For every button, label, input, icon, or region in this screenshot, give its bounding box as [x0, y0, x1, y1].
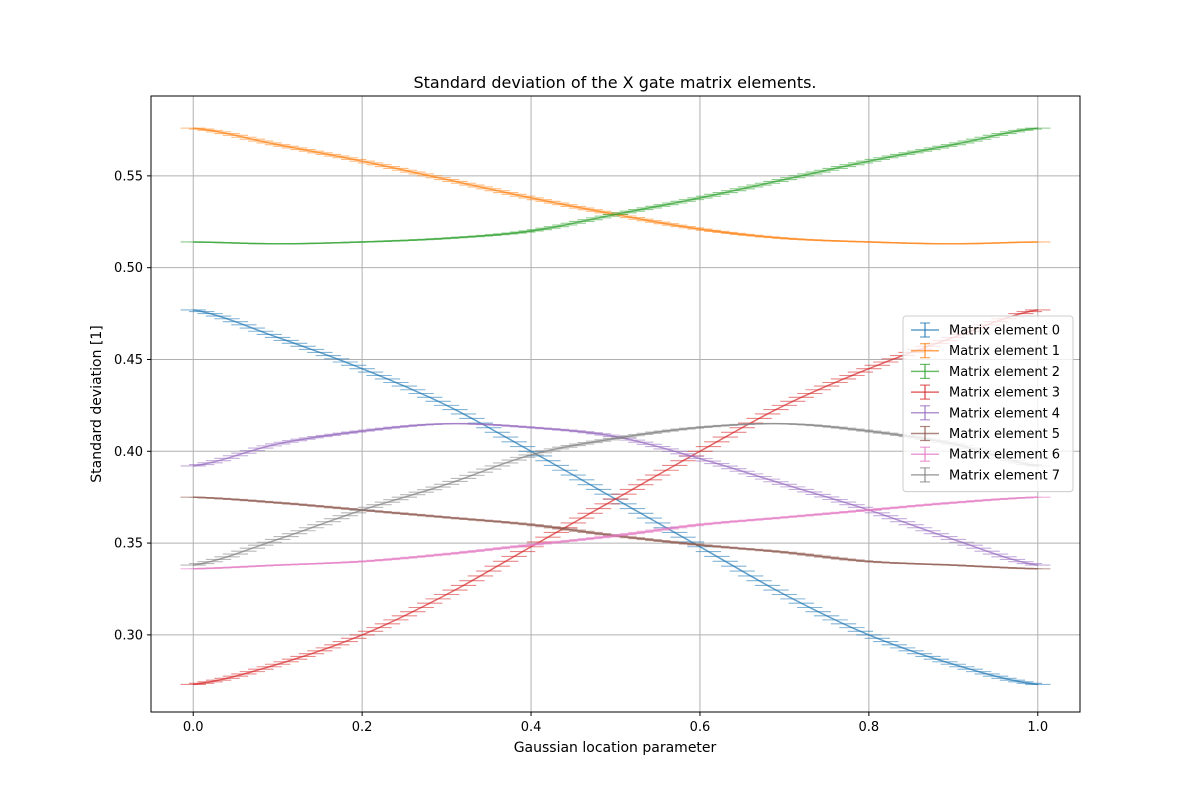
legend-label: Matrix element 4 — [949, 406, 1060, 421]
legend-entry: Matrix element 4 — [911, 405, 1060, 421]
legend-box — [902, 315, 1074, 493]
x-tick-label: 0.6 — [690, 720, 711, 735]
y-tick-label: 0.45 — [114, 353, 143, 368]
plot-frame — [150, 95, 1081, 713]
series-2 — [180, 127, 1051, 245]
x-axis-label: Gaussian location parameter — [514, 740, 717, 756]
series-7-line — [193, 422, 1038, 566]
y-tick-label: 0.55 — [114, 169, 143, 184]
x-tick-label: 0.4 — [521, 720, 542, 735]
legend-label: Matrix element 6 — [949, 448, 1060, 463]
x-tick-label: 1.0 — [1027, 720, 1048, 735]
plot-series — [180, 127, 1051, 686]
legend-entry: Matrix element 7 — [911, 467, 1060, 483]
legend-label: Matrix element 7 — [949, 468, 1060, 483]
series-3-line — [193, 309, 1038, 686]
legend-label: Matrix element 5 — [949, 427, 1060, 442]
legend-label: Matrix element 1 — [949, 344, 1060, 359]
y-tick-label: 0.40 — [114, 445, 143, 460]
x-tick-label: 0.0 — [183, 720, 204, 735]
legend-entry: Matrix element 0 — [911, 322, 1060, 339]
y-tick-label: 0.50 — [114, 261, 143, 276]
series-2-line — [193, 127, 1038, 245]
y-axis-label: Standard deviation [1] — [89, 325, 105, 483]
legend-label: Matrix element 0 — [949, 324, 1060, 339]
legend-entry: Matrix element 1 — [911, 343, 1060, 359]
chart-title: Standard deviation of the X gate matrix … — [413, 73, 816, 92]
series-6-line — [193, 496, 1038, 570]
axis-ticks: 0.0 0.2 0.4 0.6 0.8 1.0 0.30 0.35 0.40 0.45 0.50 0.… — [114, 169, 1048, 735]
legend: Matrix element 0 Matrix element 1 Matrix e… — [902, 315, 1074, 493]
legend-entry: Matrix element 6 — [911, 446, 1060, 463]
legend-entry: Matrix element 5 — [911, 425, 1060, 442]
legend-entry: Matrix element 3 — [911, 384, 1060, 401]
series-6 — [180, 496, 1051, 570]
x-tick-label: 0.2 — [352, 720, 373, 735]
legend-label: Matrix element 3 — [949, 386, 1060, 401]
x-tick-label: 0.8 — [859, 720, 880, 735]
legend-label: Matrix element 2 — [949, 365, 1060, 380]
y-tick-label: 0.35 — [114, 537, 143, 552]
y-tick-label: 0.30 — [114, 628, 143, 643]
legend-entry: Matrix element 2 — [911, 363, 1060, 380]
